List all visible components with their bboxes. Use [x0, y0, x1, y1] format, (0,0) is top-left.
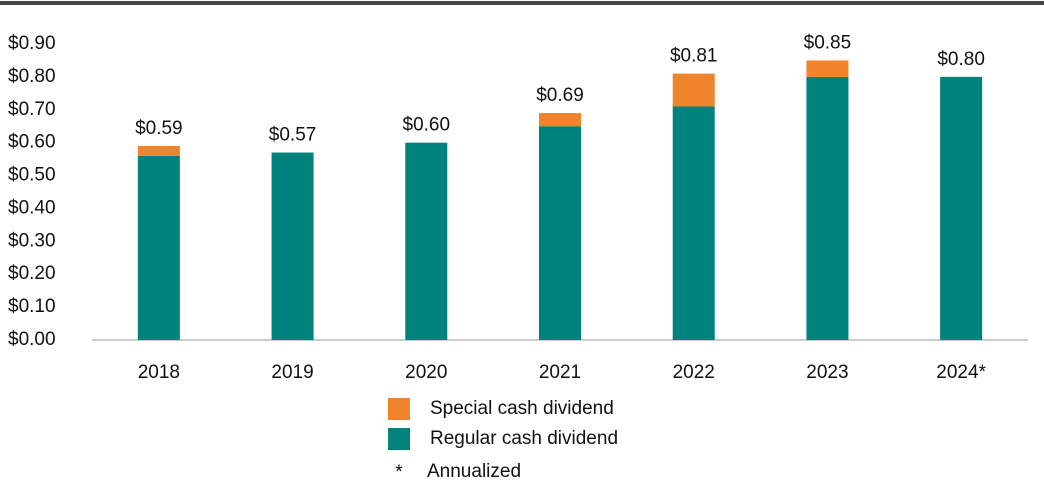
bar-segment [539, 113, 581, 127]
y-tick-label: $0.50 [8, 165, 56, 186]
total-label: $0.57 [269, 125, 317, 146]
note-marker: * [395, 462, 403, 483]
y-tick-label: $0.10 [8, 296, 56, 317]
x-tick-label: 2024* [936, 362, 986, 383]
bar-segment [405, 142, 448, 340]
x-tick-label: 2019 [271, 362, 313, 383]
bar-segment [539, 126, 581, 340]
x-tick-label: 2022 [673, 362, 715, 383]
legend-label: Regular cash dividend [430, 428, 618, 449]
y-tick-label: $0.30 [8, 230, 56, 251]
y-tick-label: $0.00 [8, 329, 56, 350]
y-tick-label: $0.70 [8, 99, 56, 120]
bar-segment [672, 73, 715, 107]
legend-label: Special cash dividend [430, 398, 614, 419]
bar-segment [137, 155, 180, 340]
bar-segment [806, 76, 849, 340]
y-tick-label: $0.40 [8, 197, 56, 218]
total-label: $0.81 [670, 46, 718, 67]
x-tick-label: 2020 [405, 362, 447, 383]
bar-segment [940, 76, 983, 340]
x-tick-label: 2018 [138, 362, 180, 383]
bar-segment [271, 152, 314, 340]
total-label: $0.60 [403, 115, 451, 136]
y-tick-label: $0.60 [8, 132, 56, 153]
y-tick-label: $0.20 [8, 263, 56, 284]
note: Annualized [427, 461, 521, 482]
total-label: $0.69 [536, 85, 584, 106]
y-tick-label: $0.80 [8, 66, 56, 87]
total-label: $0.59 [135, 118, 183, 139]
x-tick-label: 2023 [806, 362, 848, 383]
bar-segment [806, 60, 849, 77]
bar-segment [672, 106, 715, 340]
x-tick-label: 2021 [539, 362, 581, 383]
total-label: $0.85 [804, 32, 852, 53]
legend-swatch [388, 398, 410, 420]
legend-swatch [388, 428, 410, 450]
total-label: $0.80 [937, 49, 985, 70]
y-tick-label: $0.90 [8, 33, 56, 54]
bar-segment [137, 145, 180, 156]
